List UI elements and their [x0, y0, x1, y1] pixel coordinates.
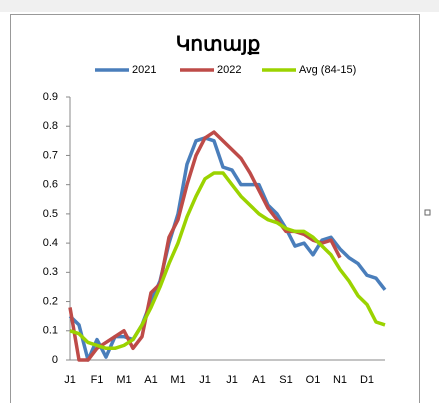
x-tick-label: J1 [226, 374, 238, 386]
top-strip [0, 0, 439, 12]
resize-handle[interactable] [424, 209, 431, 216]
y-tick-label: 0.5 [43, 208, 58, 220]
x-tick-label: N1 [333, 374, 347, 386]
x-tick-label: O1 [306, 374, 321, 386]
x-tick-label: F1 [91, 374, 104, 386]
y-tick-label: 0.6 [43, 179, 58, 191]
x-tick-label: A1 [252, 374, 265, 386]
legend-label: 2022 [217, 64, 241, 76]
y-tick-label: 0.9 [43, 91, 58, 103]
x-tick-label: J1 [64, 374, 76, 386]
y-tick-label: 0.3 [43, 266, 58, 278]
chart-title: Կոտայք [176, 33, 260, 55]
legend-label: 2021 [132, 64, 156, 76]
y-tick-label: 0.7 [43, 149, 58, 161]
legend-label: Avg (84-15) [299, 64, 356, 76]
series-line [69, 171, 386, 351]
x-tick-label: A1 [144, 374, 157, 386]
y-tick-label: 0.2 [43, 295, 58, 307]
series-line [68, 136, 387, 362]
y-tick-label: 0.1 [43, 325, 58, 337]
y-tick-label: 0.8 [43, 120, 58, 132]
y-tick-label: 0.4 [43, 237, 58, 249]
x-tick-label: D1 [360, 374, 374, 386]
y-tick-label: 0 [52, 354, 58, 366]
x-tick-label: S1 [279, 374, 292, 386]
x-tick-label: M1 [116, 374, 131, 386]
x-tick-label: M1 [170, 374, 185, 386]
x-tick-label: J1 [199, 374, 211, 386]
chart-frame [10, 14, 420, 408]
